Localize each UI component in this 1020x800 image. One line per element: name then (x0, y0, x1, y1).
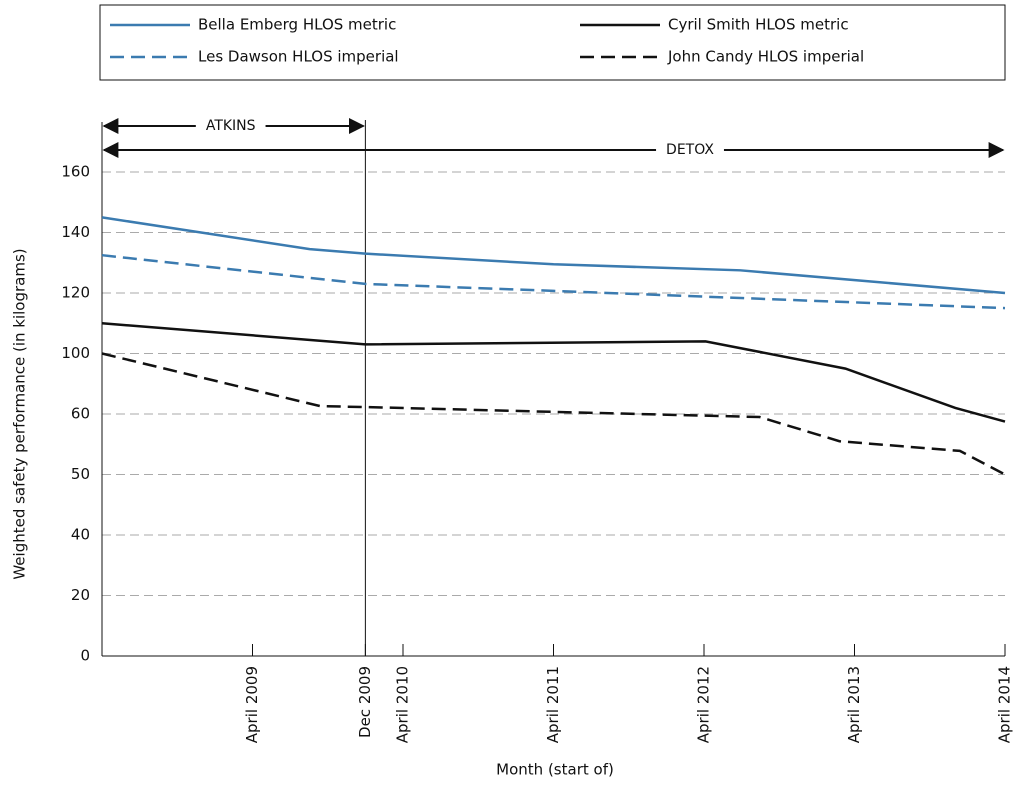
y-tick-label: 140 (61, 223, 90, 241)
series-line (101, 352, 1006, 476)
legend-label: John Candy HLOS imperial (667, 48, 864, 66)
x-tick-label: Dec 2009 (356, 666, 374, 738)
legend-label: Les Dawson HLOS imperial (198, 48, 399, 66)
y-tick-label: 120 (61, 284, 90, 302)
y-tick-label: 40 (71, 526, 90, 544)
legend-label: Bella Emberg HLOS metric (198, 16, 396, 34)
x-tick-label: April 2009 (243, 666, 261, 743)
x-tick-label: April 2011 (544, 666, 562, 743)
y-tick-label: 60 (71, 405, 90, 423)
y-tick-label: 100 (61, 344, 90, 362)
y-axis-label: Weighted safety performance (in kilogram… (11, 248, 29, 579)
y-tick-label: 20 (71, 586, 90, 604)
x-tick-label: April 2012 (695, 666, 713, 743)
legend-label: Cyril Smith HLOS metric (668, 16, 849, 34)
x-tick-label: April 2014 (996, 666, 1014, 743)
legend-box (99, 4, 1006, 81)
series-line (101, 253, 1006, 310)
x-tick-label: April 2010 (394, 666, 412, 743)
y-tick-label: 0 (80, 647, 90, 665)
series-line (101, 322, 1006, 423)
annotation: DETOX (666, 142, 714, 158)
series-line (101, 216, 1006, 295)
y-tick-label: 50 (71, 465, 90, 483)
y-tick-label: 160 (61, 163, 90, 181)
annotation: ATKINS (206, 118, 256, 134)
x-tick-label: April 2013 (845, 666, 863, 743)
x-axis-label: Month (start of) (496, 761, 614, 779)
